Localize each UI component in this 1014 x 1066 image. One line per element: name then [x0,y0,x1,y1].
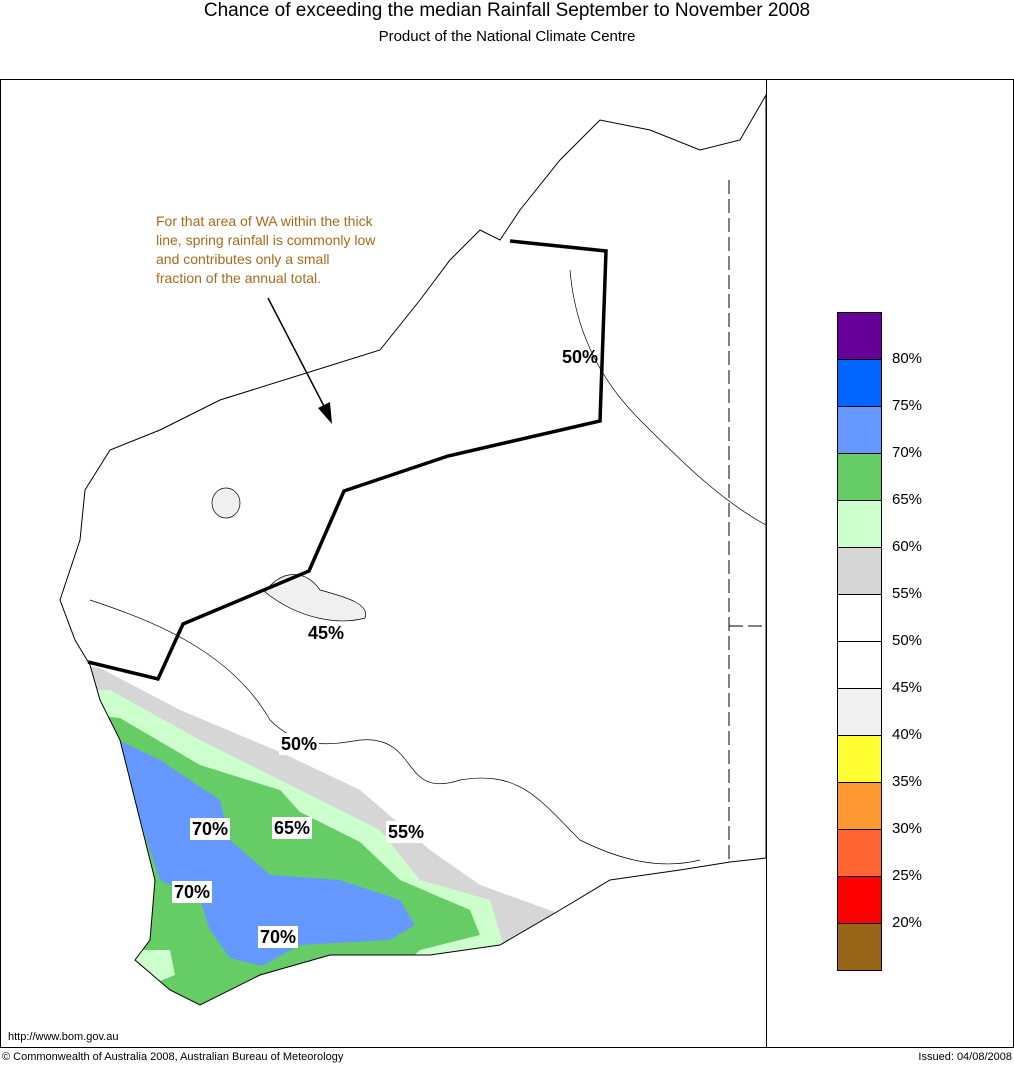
legend-swatch [837,689,882,736]
map-title: Chance of exceeding the median Rainfall … [203,0,811,21]
contour-label: 45% [308,623,345,643]
annotation-note: For that area of WA within the thick lin… [156,213,376,286]
legend-label: 25% [892,867,923,884]
contour-50-north [569,269,767,526]
rainfall-map [0,79,1014,1048]
legend-label: 80% [892,350,923,367]
legend-swatch [837,924,882,971]
coastline [59,93,767,1006]
legend-swatch [837,642,882,689]
legend-label: 45% [892,679,923,696]
arrowhead-icon [318,402,332,424]
issued-date: Issued: 04/08/2008 [918,1051,1012,1063]
source-url: http://www.bom.gov.au [8,1031,119,1043]
legend-swatch [837,360,882,407]
legend-label: 55% [892,585,923,602]
legend-label: 40% [892,726,923,743]
legend-label: 35% [892,773,923,790]
legend-label: 60% [892,538,923,555]
island-contour [211,487,241,519]
contour-label: 50% [562,347,599,367]
band-70-75 [118,740,415,966]
low-rainfall-boundary [87,239,608,682]
legend-label: 20% [892,914,923,931]
legend-swatch [837,736,882,783]
legend-swatch [837,501,882,548]
state-border [728,180,766,860]
map-subtitle: Product of the National Climate Centre [378,28,636,45]
legend-frame [766,79,1014,1048]
contour-label: 50% [279,733,320,755]
legend-swatch [837,783,882,830]
legend-swatch [837,312,882,360]
legend-label: 75% [892,397,923,414]
copyright: © Commonwealth of Australia 2008, Austra… [2,1051,344,1063]
contour-label: 70% [258,926,299,948]
legend-label: 30% [892,820,923,837]
legend-swatch [837,877,882,924]
rainfall-bands [60,574,600,1005]
annotation-arrow [267,297,327,411]
band-40-45 [264,574,367,622]
legend-swatch [837,454,882,501]
legend-swatch [837,407,882,454]
contour-50-line [89,599,701,865]
legend-swatch [837,548,882,595]
legend-swatch [837,830,882,877]
color-legend [837,312,882,971]
contour-label: 70% [190,818,231,840]
contour-label: 55% [386,821,427,843]
legend-label: 50% [892,632,923,649]
contour-label: 65% [272,817,313,839]
contour-label: 70% [172,881,213,903]
legend-swatch [837,595,882,642]
legend-label: 65% [892,491,923,508]
legend-label: 70% [892,444,923,461]
